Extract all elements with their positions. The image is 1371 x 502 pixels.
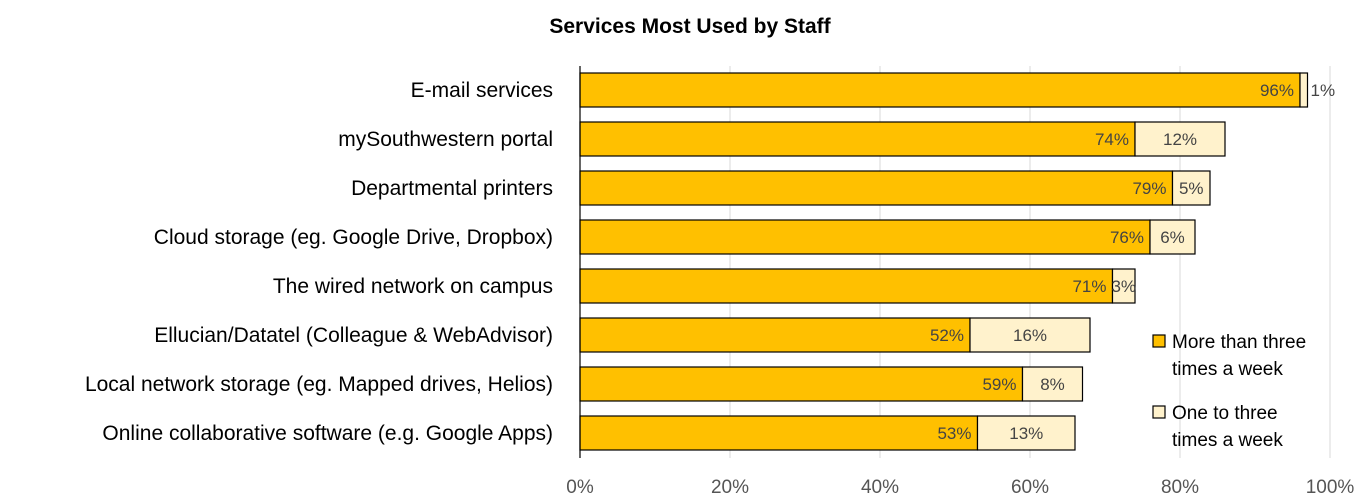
legend: More than three times a week One to three t…: [1152, 332, 1306, 451]
category-label: Online collaborative software (e.g. Goog…: [102, 422, 553, 445]
bar-segment: [579, 170, 1174, 206]
x-tick-labels: 0% 20% 40% 60% 80% 100%: [566, 477, 1354, 498]
data-label: 3%: [1111, 277, 1136, 296]
legend-swatch: [1152, 405, 1166, 419]
category-label: Local network storage (eg. Mapped drives…: [85, 373, 553, 396]
data-label: 52%: [930, 326, 964, 345]
x-tick-label: 20%: [711, 477, 749, 498]
legend-label: times a week: [1172, 430, 1283, 451]
bars: 96% 1% 74% 12% 79% 5% 76% 6% 71% 3% 52% 16% 59% 8% 53%…: [579, 72, 1336, 451]
category-label: Cloud storage (eg. Google Drive, Dropbox…: [154, 226, 553, 249]
legend-swatch: [1152, 334, 1166, 348]
bar-segment: [1171, 170, 1211, 206]
x-tick-label: 60%: [1011, 477, 1049, 498]
data-label: 1%: [1311, 81, 1336, 100]
legend-label: One to three: [1172, 403, 1278, 424]
data-label: 5%: [1179, 179, 1204, 198]
bar-segment: [579, 415, 979, 451]
data-label: 74%: [1095, 130, 1129, 149]
data-label: 12%: [1163, 130, 1197, 149]
data-label: 6%: [1160, 228, 1185, 247]
category-labels: E-mail services mySouthwestern portal Depa…: [85, 79, 553, 445]
bar-segment: [579, 268, 1114, 304]
category-label: Ellucian/Datatel (Colleague & WebAdvisor…: [154, 324, 553, 347]
bar-segment: [1111, 268, 1136, 304]
legend-label: times a week: [1172, 359, 1283, 380]
data-label: 76%: [1110, 228, 1144, 247]
bar-segment: [1149, 219, 1196, 255]
x-tick-label: 80%: [1161, 477, 1199, 498]
bar-segment: [579, 219, 1151, 255]
x-tick-label: 0%: [566, 477, 594, 498]
bar-segment: [579, 121, 1136, 157]
category-label: Departmental printers: [351, 177, 553, 200]
data-label: 16%: [1013, 326, 1047, 345]
bar-segment: [579, 366, 1024, 402]
data-label: 59%: [982, 375, 1016, 394]
data-label: 79%: [1132, 179, 1166, 198]
data-label: 96%: [1260, 81, 1294, 100]
category-label: E-mail services: [411, 79, 553, 102]
category-label: The wired network on campus: [273, 275, 553, 298]
legend-label: More than three: [1172, 332, 1306, 353]
x-tick-label: 100%: [1306, 477, 1355, 498]
data-label: 13%: [1009, 424, 1043, 443]
bar-segment: [579, 317, 971, 353]
bar-segment: [969, 317, 1091, 353]
category-label: mySouthwestern portal: [338, 128, 553, 151]
data-label: 53%: [937, 424, 971, 443]
bar-segment: [1021, 366, 1084, 402]
data-label: 71%: [1072, 277, 1106, 296]
bar-segment: [976, 415, 1076, 451]
chart-title: Services Most Used by Staff: [549, 15, 831, 38]
bar-segment: [1299, 72, 1309, 108]
x-tick-label: 40%: [861, 477, 899, 498]
data-label: 8%: [1040, 375, 1065, 394]
bar-segment: [579, 72, 1301, 108]
bar-segment: [1134, 121, 1226, 157]
